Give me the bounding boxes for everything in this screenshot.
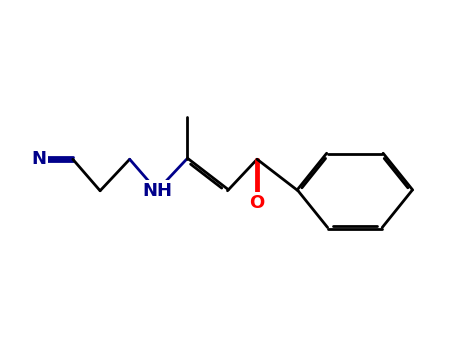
Text: N: N <box>31 150 46 168</box>
Text: NH: NH <box>142 182 172 200</box>
Text: O: O <box>249 194 265 212</box>
